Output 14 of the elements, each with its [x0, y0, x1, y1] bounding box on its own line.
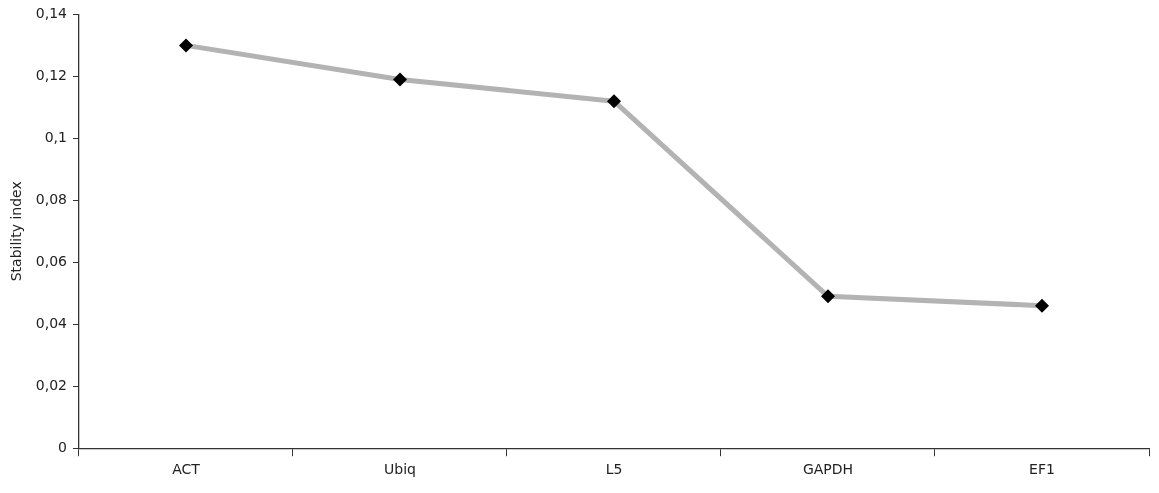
y-axis-title: Stability index — [8, 181, 25, 282]
y-tick-label: 0,12 — [35, 67, 67, 84]
x-tick-label: GAPDH — [802, 461, 854, 478]
y-tick-label: 0,1 — [44, 128, 67, 145]
y-tick-label: 0,14 — [35, 5, 68, 22]
x-tick-label: L5 — [605, 461, 623, 478]
x-tick-label: ACT — [172, 461, 201, 478]
x-tick-label: Ubiq — [384, 461, 416, 478]
y-tick-label: 0,02 — [35, 376, 67, 393]
y-tick-label: 0,04 — [35, 314, 68, 331]
y-tick-label: 0,06 — [35, 252, 68, 269]
y-tick-label: 0,08 — [35, 190, 67, 207]
x-tick-label: EF1 — [1029, 461, 1055, 478]
y-tick-label: 0 — [58, 438, 67, 455]
